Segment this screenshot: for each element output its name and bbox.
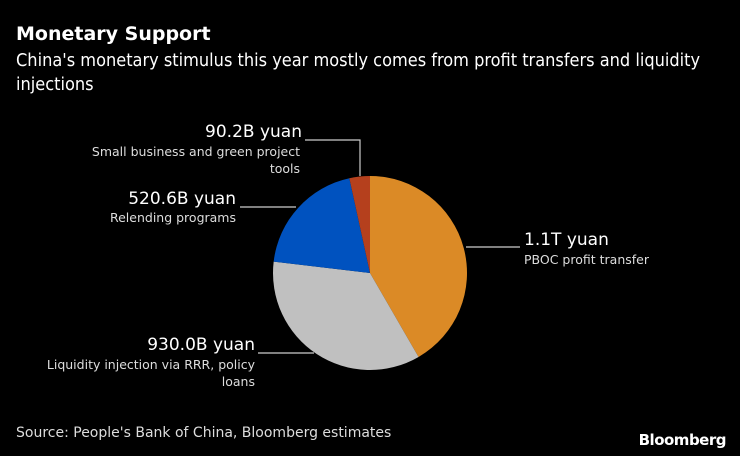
value-label-small-business: 90.2B yuan: [205, 122, 302, 142]
value-label-relending: 520.6B yuan: [128, 189, 236, 209]
pie-slice-liquidity-injection-via-rrr-policy-loans: [273, 261, 419, 370]
name-label-small-business-1: Small business and green project: [92, 144, 300, 159]
pie-slice-relending-programs: [273, 178, 370, 273]
name-label-liquidity-1: Liquidity injection via RRR, policy: [47, 357, 256, 372]
bloomberg-logo: Bloomberg: [638, 431, 727, 449]
value-label-pboc: 1.1T yuan: [524, 230, 609, 250]
name-label-pboc: PBOC profit transfer: [524, 252, 650, 267]
chart-title: Monetary Support: [16, 23, 211, 45]
pie-slice-small-business-and-green-project-tools: [349, 176, 370, 273]
name-label-liquidity-2: loans: [222, 374, 255, 389]
leader-line-small-business: [305, 139, 361, 176]
chart-subtitle: China's monetary stimulus this year most…: [16, 50, 701, 95]
name-label-small-business-2: tools: [270, 161, 300, 176]
name-label-relending: Relending programs: [110, 210, 236, 225]
source-note: Source: People's Bank of China, Bloomber…: [16, 425, 392, 441]
value-label-liquidity: 930.0B yuan: [147, 335, 255, 355]
pie-slice-pboc-profit-transfer: [370, 176, 468, 357]
